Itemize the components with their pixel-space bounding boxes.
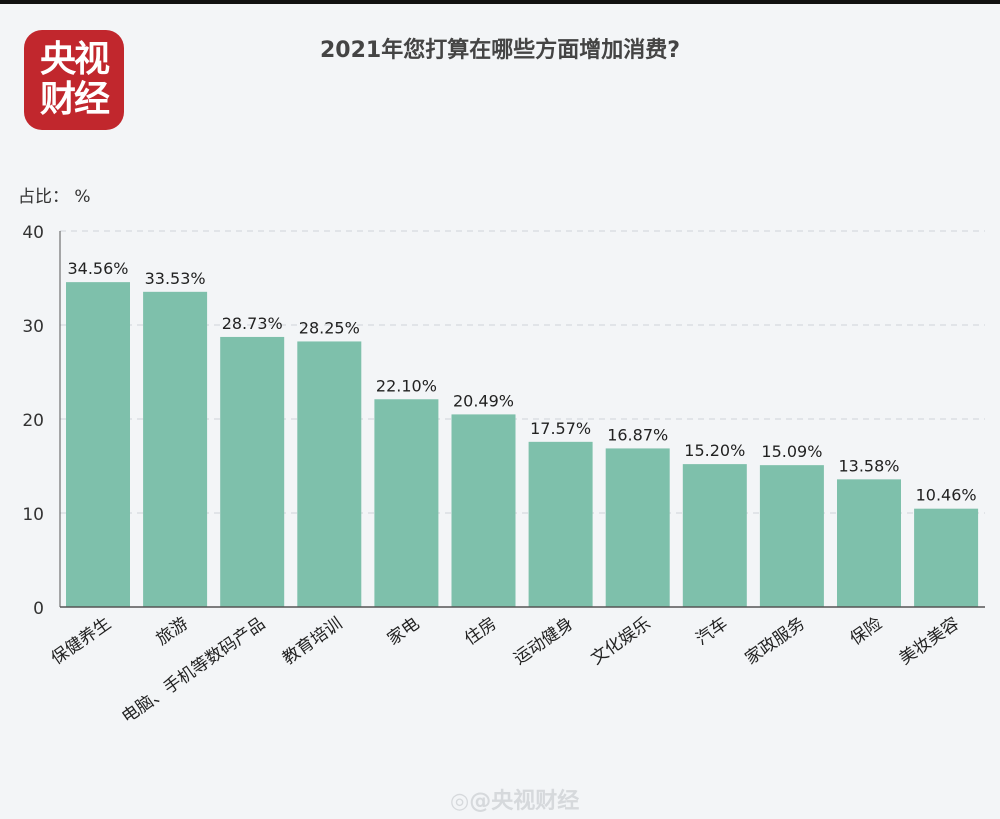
y-tick-label: 10 bbox=[22, 505, 44, 525]
bar bbox=[605, 448, 670, 607]
x-tick-label: 保险 bbox=[847, 614, 886, 650]
weibo-watermark: ◎@央视财经 bbox=[450, 789, 580, 814]
data-label: 22.10% bbox=[376, 376, 437, 395]
data-label: 17.57% bbox=[530, 419, 591, 438]
x-tick-label: 汽车 bbox=[692, 614, 731, 650]
y-tick-label: 30 bbox=[22, 317, 44, 337]
x-tick-label: 电脑、手机等数码产品 bbox=[118, 614, 269, 728]
logo-line-2: 财经 bbox=[39, 79, 110, 120]
bar bbox=[143, 291, 208, 607]
data-label: 34.56% bbox=[67, 259, 128, 278]
x-tick-label: 家电 bbox=[384, 614, 423, 650]
top-bar bbox=[0, 0, 1000, 4]
x-tick-label: 保健养生 bbox=[48, 614, 115, 669]
data-label: 13.58% bbox=[838, 456, 899, 475]
bar bbox=[220, 336, 285, 607]
cctv-finance-logo: 央视 财经 bbox=[24, 30, 124, 130]
logo-line-1: 央视 bbox=[39, 39, 110, 80]
data-label: 20.49% bbox=[453, 391, 514, 410]
y-tick-label: 0 bbox=[33, 599, 44, 619]
bar bbox=[837, 479, 901, 607]
data-label: 28.73% bbox=[222, 314, 283, 333]
data-label: 10.46% bbox=[916, 486, 977, 505]
x-tick-label: 教育培训 bbox=[279, 614, 346, 669]
bar bbox=[759, 465, 824, 607]
bar bbox=[297, 341, 362, 607]
y-axis-label: 占比： % bbox=[18, 187, 91, 207]
x-tick-label: 住房 bbox=[461, 614, 500, 650]
bar bbox=[682, 464, 747, 607]
x-tick-label: 旅游 bbox=[153, 614, 192, 650]
data-label: 16.87% bbox=[607, 425, 668, 444]
chart-title: 2021年您打算在哪些方面增加消费? bbox=[320, 38, 680, 63]
bar bbox=[914, 508, 979, 607]
y-tick-label: 40 bbox=[22, 223, 44, 243]
data-label: 33.53% bbox=[145, 269, 206, 288]
x-tick-label: 家政服务 bbox=[742, 614, 809, 669]
x-tick-label: 美妆美容 bbox=[896, 614, 963, 669]
x-tick-label: 文化娱乐 bbox=[587, 614, 654, 669]
bar bbox=[374, 399, 439, 607]
bar bbox=[528, 441, 593, 607]
data-label: 28.25% bbox=[299, 318, 360, 337]
bar bbox=[451, 414, 516, 607]
data-label: 15.20% bbox=[684, 441, 745, 460]
x-tick-label: 运动健身 bbox=[510, 614, 577, 669]
data-label: 15.09% bbox=[761, 442, 822, 461]
y-tick-label: 20 bbox=[22, 411, 44, 431]
bar bbox=[66, 282, 130, 607]
